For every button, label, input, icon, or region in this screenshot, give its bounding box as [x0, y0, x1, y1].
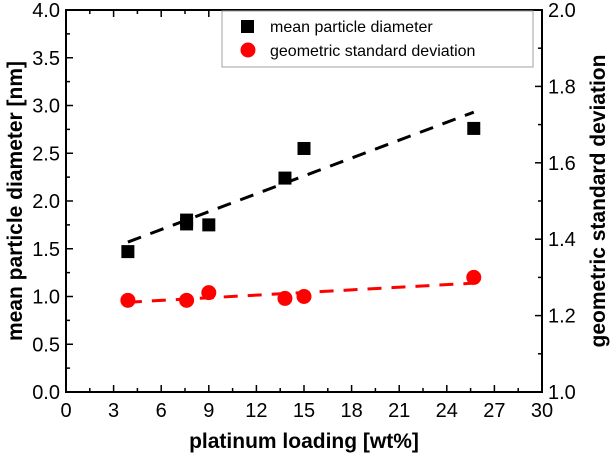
y2-axis-title: geometric standard deviation: [587, 55, 610, 348]
point-gsd: [120, 292, 136, 308]
legend-label-mean-diameter: mean particle diameter: [270, 19, 433, 36]
legend-marker-square: [241, 20, 254, 33]
y-tick-label: 4.0: [32, 0, 60, 22]
y2-tick-label: 1.0: [548, 382, 576, 404]
legend-box: [221, 10, 534, 68]
data-points: [120, 121, 482, 308]
point-gsd: [179, 292, 195, 308]
y-tick-label: 1.5: [32, 239, 60, 261]
tick-labels: 0 3 6 9 12 15 18 21 24 27 30 0.0 0.5 1.0 1.5 2.0 2.5 3.0 3…: [32, 0, 576, 422]
y-tick-label: 2.0: [32, 191, 60, 213]
y-tick-label: 3.0: [32, 96, 60, 118]
x-tick-label: 21: [388, 400, 410, 422]
point-mean-diameter: [297, 141, 311, 155]
x-tick-label: 3: [108, 400, 119, 422]
y2-tick-label: 2.0: [548, 0, 576, 22]
x-tick-label: 12: [245, 400, 267, 422]
x-tick-label: 15: [293, 400, 315, 422]
point-gsd: [201, 285, 217, 301]
point-gsd: [277, 290, 293, 306]
point-mean-diameter: [467, 121, 481, 135]
legend: mean particle diameter geometric standar…: [221, 10, 534, 68]
point-gsd: [466, 269, 482, 285]
fit-lines: [127, 110, 475, 304]
x-tick-label: 9: [203, 400, 214, 422]
x-tick-label: 30: [531, 400, 553, 422]
y-tick-label: 1.0: [32, 287, 60, 309]
point-mean-diameter: [180, 217, 194, 231]
y-tick-label: 2.5: [32, 143, 60, 165]
y-axis-title: mean particle diameter [nm]: [4, 61, 27, 341]
y-tick-label: 3.5: [32, 48, 60, 70]
legend-label-gsd: geometric standard deviation: [270, 43, 475, 60]
y2-tick-label: 1.8: [548, 76, 576, 98]
point-mean-diameter: [278, 171, 292, 185]
x-tick-label: 6: [156, 400, 167, 422]
point-mean-diameter: [202, 218, 216, 232]
point-gsd: [296, 289, 312, 304]
x-tick-label: 18: [340, 400, 362, 422]
y2-tick-label: 1.2: [548, 306, 576, 328]
fit-line-mean-diameter: [127, 110, 475, 244]
legend-marker-circle: [240, 42, 256, 58]
point-mean-diameter: [121, 245, 135, 259]
y2-tick-label: 1.6: [548, 153, 576, 175]
y-tick-label: 0.5: [32, 334, 60, 356]
x-tick-label: 27: [483, 400, 505, 422]
x-axis-title: platinum loading [wt%]: [189, 430, 419, 453]
x-tick-label: 0: [60, 400, 71, 422]
x-tick-label: 24: [436, 400, 458, 422]
y2-tick-label: 1.4: [548, 229, 576, 251]
y-tick-label: 0.0: [32, 382, 60, 404]
